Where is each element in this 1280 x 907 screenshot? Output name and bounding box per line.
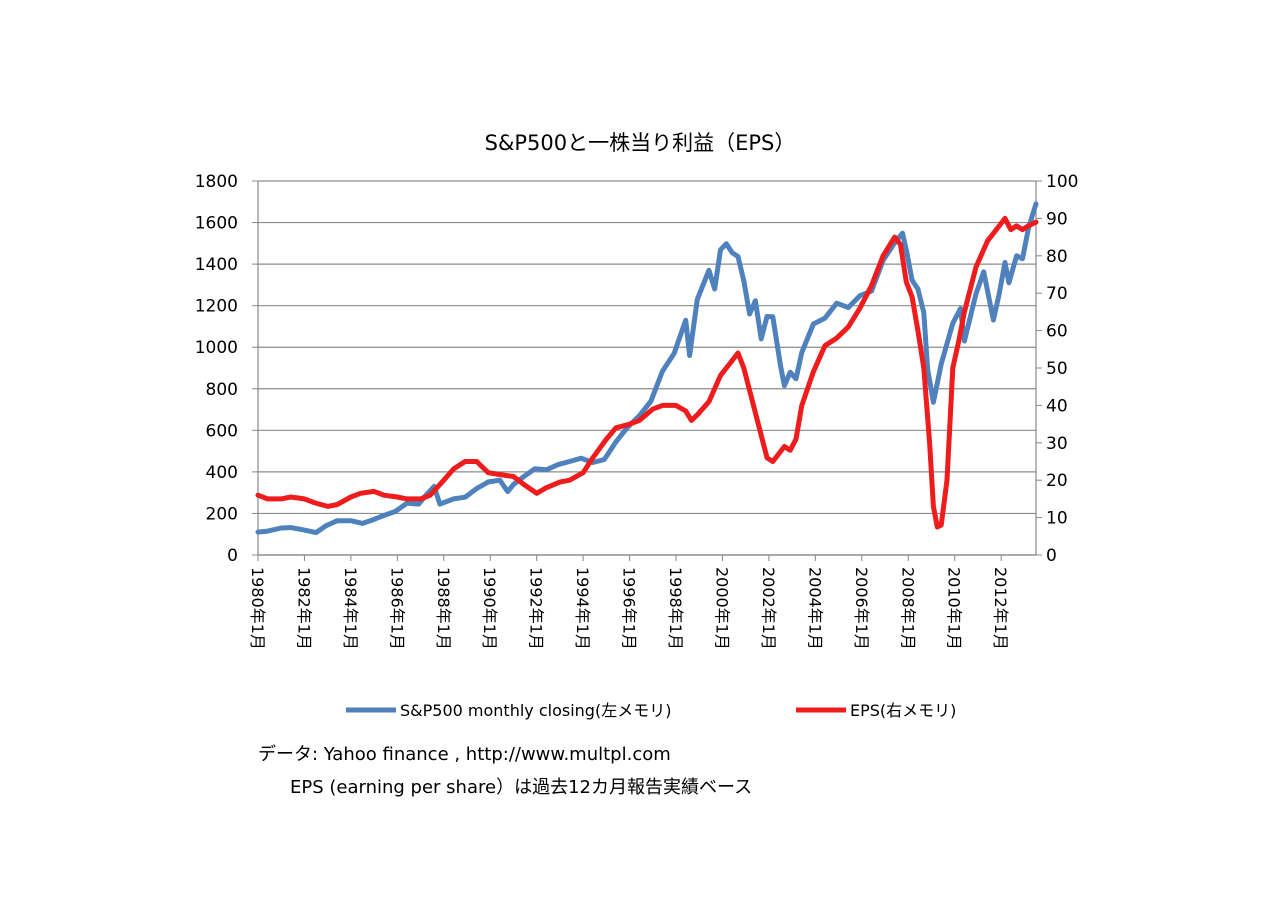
y-right-tick-label: 40 bbox=[1046, 396, 1068, 416]
series-lines bbox=[255, 201, 1039, 536]
legend-label: EPS(右メモリ) bbox=[850, 701, 956, 720]
y-right-tick-label: 90 bbox=[1046, 209, 1068, 229]
x-tick-label: 1986年1月 bbox=[387, 567, 406, 650]
y-left-tick-label: 1200 bbox=[195, 297, 238, 317]
y-right-tick-label: 0 bbox=[1046, 546, 1057, 566]
y-left-tick-label: 400 bbox=[206, 463, 238, 483]
legend-label: S&P500 monthly closing(左メモリ) bbox=[400, 701, 671, 720]
x-tick-label: 2002年1月 bbox=[759, 567, 778, 650]
y-left-tick-label: 200 bbox=[206, 504, 238, 524]
x-tick-label: 1988年1月 bbox=[434, 567, 453, 650]
y-right-tick-label: 80 bbox=[1046, 247, 1068, 267]
y-right-tick-label: 50 bbox=[1046, 359, 1068, 379]
eps-series-line bbox=[255, 215, 1039, 530]
x-tick-labels: 1980年1月 1982年1月 1984年1月 1986年1月 1988年1月 1990年… bbox=[248, 555, 1010, 650]
x-tick-label: 2000年1月 bbox=[712, 567, 731, 650]
x-tick-label: 2004年1月 bbox=[805, 567, 824, 650]
x-tick-label: 1982年1月 bbox=[294, 567, 313, 650]
y-left-tick-label: 0 bbox=[227, 546, 238, 566]
y-right-tick-label: 10 bbox=[1046, 509, 1068, 529]
sp500-series-line bbox=[255, 201, 1039, 536]
x-tick-label: 1994年1月 bbox=[573, 567, 592, 650]
x-tick-label: 2008年1月 bbox=[898, 567, 917, 650]
y-right-tick-label: 100 bbox=[1046, 172, 1078, 192]
legend: S&P500 monthly closing(左メモリ) EPS(右メモリ) bbox=[346, 701, 956, 720]
x-tick-label: 1980年1月 bbox=[248, 567, 267, 650]
x-tick-label: 1996年1月 bbox=[620, 567, 639, 650]
y-right-tick-label: 60 bbox=[1046, 322, 1068, 342]
gridlines bbox=[258, 180, 1036, 556]
x-tick-label: 1984年1月 bbox=[341, 567, 360, 650]
y-left-tick-label: 1000 bbox=[195, 338, 238, 358]
x-tick-label: 1998年1月 bbox=[666, 567, 685, 650]
y-left-tick-label: 800 bbox=[206, 380, 238, 400]
x-tick-label: 2012年1月 bbox=[991, 567, 1010, 650]
y-right-tick-label: 20 bbox=[1046, 471, 1068, 491]
y-right-tick-label: 70 bbox=[1046, 284, 1068, 304]
x-tick-label: 1990年1月 bbox=[480, 567, 499, 650]
source-note: データ: Yahoo finance , http://www.multpl.c… bbox=[258, 744, 671, 765]
y-left-tick-label: 600 bbox=[206, 421, 238, 441]
x-tick-label: 2010年1月 bbox=[945, 567, 964, 650]
y-left-tick-label: 1800 bbox=[195, 172, 238, 192]
y-right-tick-label: 30 bbox=[1046, 434, 1068, 454]
y-left-tick-label: 1600 bbox=[195, 214, 238, 234]
y-left-tick-label: 1400 bbox=[195, 255, 238, 275]
chart-title: S&P500と一株当り利益（EPS） bbox=[485, 131, 796, 155]
x-tick-label: 1992年1月 bbox=[527, 567, 546, 650]
eps-note: EPS (earning per share）は過去12カ月報告実績ベース bbox=[290, 777, 753, 798]
axes: 0 200 400 600 800 1000 1200 1400 1600 1800 0 10 20 30… bbox=[195, 172, 1079, 566]
x-tick-label: 2006年1月 bbox=[852, 567, 871, 650]
